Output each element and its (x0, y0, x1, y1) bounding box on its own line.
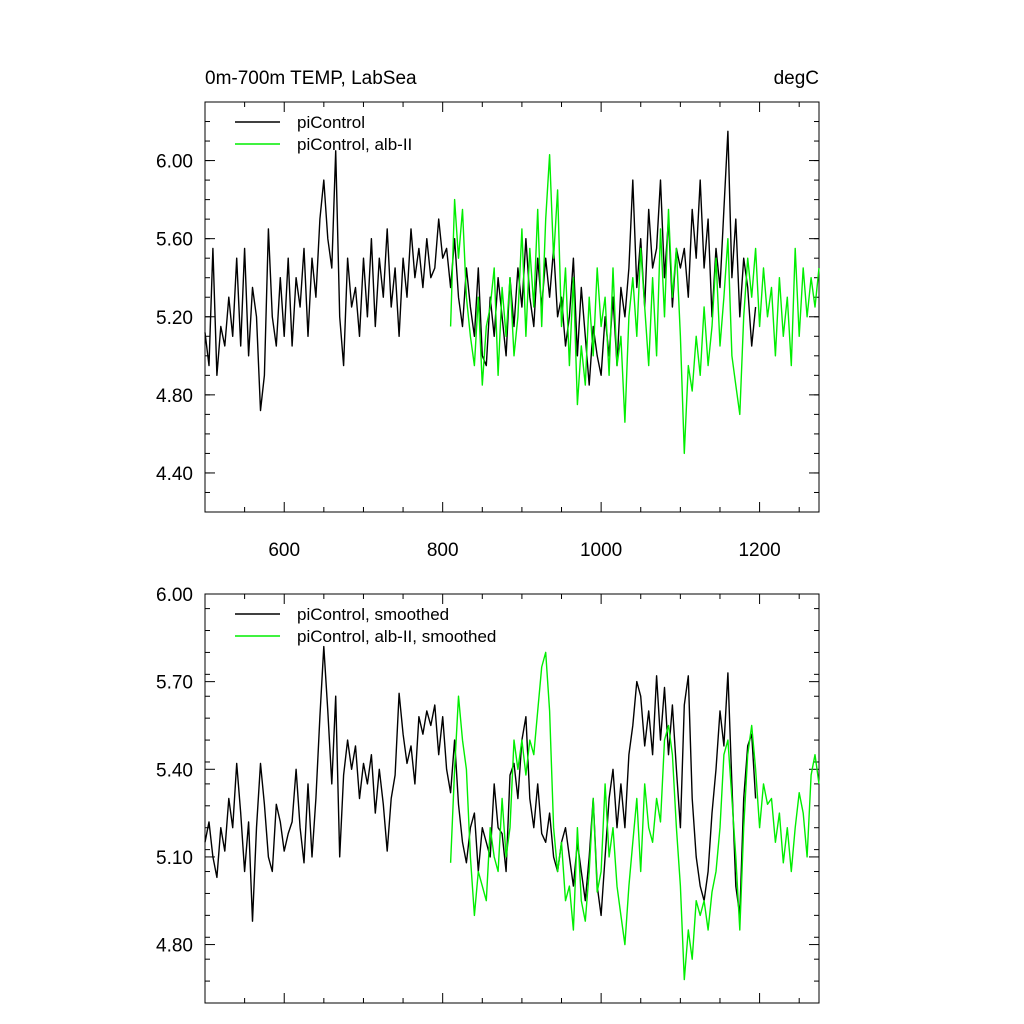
bottom-series-line-alb-ii (449, 651, 820, 981)
bottom-series-line-picontrol (204, 645, 757, 922)
bottom-panel: 4.80 5.10 5.40 5.70 6.00 piControl, smoothed… (156, 585, 820, 1004)
units-label: degC (774, 68, 819, 89)
top-series-line-picontrol (204, 130, 757, 412)
top-panel: 0m-700m TEMP, LabSea degC 600 800 1000 1200… (156, 68, 820, 561)
top-legend-label: piControl, alb-II (297, 135, 412, 154)
top-x-tick-label: 1000 (580, 540, 622, 561)
bottom-plot-frame (204, 593, 820, 1004)
top-axes: 600 800 1000 1200 4.40 4.80 5.20 5.60 6.00 (156, 101, 820, 561)
top-series (204, 130, 820, 455)
top-x-tick-label: 600 (268, 540, 300, 561)
chart-title: 0m-700m TEMP, LabSea (205, 68, 417, 89)
bottom-y-tick-label: 5.40 (156, 760, 193, 781)
bottom-series (204, 645, 820, 981)
bottom-legend-label: piControl, alb-II, smoothed (297, 627, 496, 646)
bottom-y-tick-label: 6.00 (156, 585, 193, 606)
top-y-tick-label: 4.80 (156, 386, 193, 407)
top-series-line-alb-ii (449, 153, 820, 455)
top-legend-label: piControl (297, 113, 365, 132)
bottom-legend: piControl, smoothed piControl, alb-II, sm… (235, 605, 496, 646)
top-legend: piControl piControl, alb-II (235, 113, 412, 154)
top-x-tick-label: 1200 (738, 540, 780, 561)
top-y-tick-label: 5.20 (156, 308, 193, 329)
top-x-tick-label: 800 (427, 540, 459, 561)
bottom-y-tick-label: 5.70 (156, 673, 193, 694)
bottom-y-tick-label: 4.80 (156, 936, 193, 957)
top-plot-frame (204, 101, 820, 513)
top-y-tick-label: 4.40 (156, 464, 193, 485)
bottom-legend-label: piControl, smoothed (297, 605, 449, 624)
top-y-tick-label: 5.60 (156, 230, 193, 251)
top-y-tick-label: 6.00 (156, 152, 193, 173)
bottom-axes: 4.80 5.10 5.40 5.70 6.00 (156, 585, 820, 1004)
bottom-y-tick-label: 5.10 (156, 848, 193, 869)
